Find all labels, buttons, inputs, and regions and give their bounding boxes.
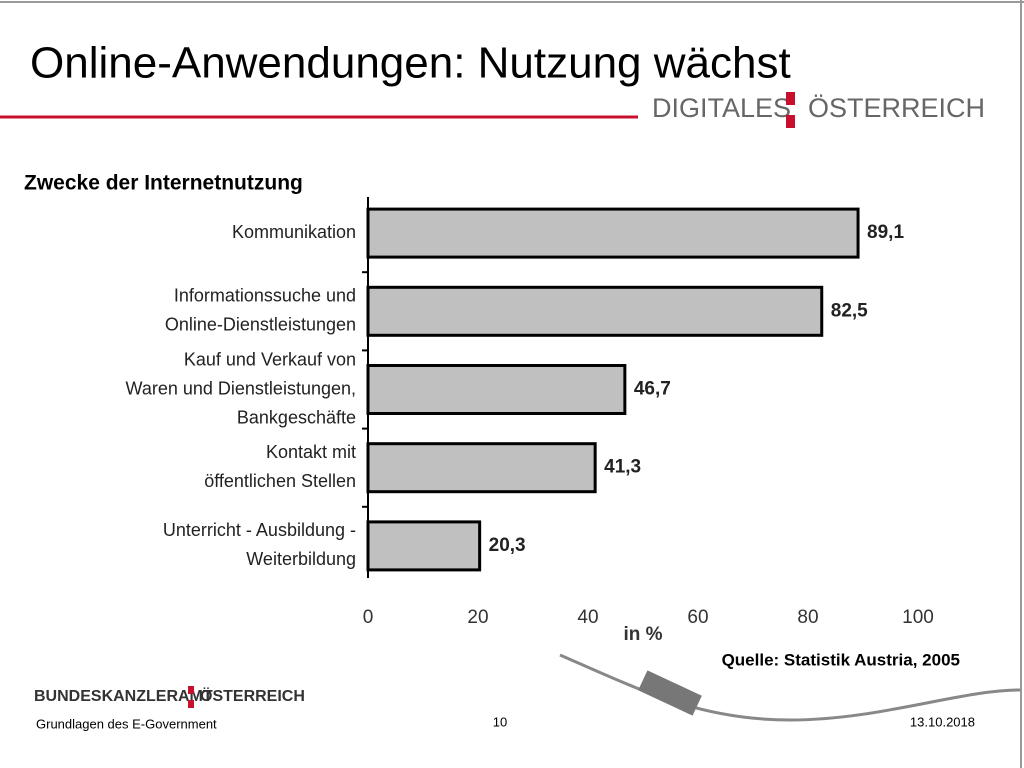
value-label: 82,5 [831,300,868,321]
y-tick-label: Waren und Dienstleistungen, [126,378,356,398]
chart-subtitle: Zwecke der Internetnutzung [24,172,303,195]
org-text: ÖSTERREICH [200,686,305,705]
logo-text: ÖSTERREICH [808,93,985,123]
x-tick-label: 80 [797,607,818,628]
y-tick-label: Online-Dienstleistungen [165,315,356,335]
y-tick-label: Informationssuche und [174,286,356,306]
bar [366,442,597,494]
cable-decoration [559,653,1021,722]
value-label: 41,3 [604,457,641,478]
x-axis-label: in % [623,624,662,645]
bar [366,520,482,572]
y-tick-label: öffentlichen Stellen [204,471,356,491]
logo-mark [786,115,795,128]
bar [366,364,627,415]
y-tick-label: Unterricht - Ausbildung - [163,520,356,540]
org-mark [188,700,194,708]
bar [366,207,860,259]
value-label: 46,7 [634,379,671,400]
page-number: 10 [493,714,507,729]
footer-left: Grundlagen des E-Government [36,716,217,731]
org-mark [188,686,194,694]
y-tick-label: Weiterbildung [246,549,356,569]
x-tick-label: 100 [902,607,934,628]
source: Quelle: Statistik Austria, 2005 [722,650,960,669]
plot: 0 20 40 60 80 100 Kommunikation 89,1 Information… [126,197,934,628]
bar [366,285,824,337]
y-tick-label: Kauf und Verkauf von [184,349,356,369]
x-tick-label: 20 [467,607,488,628]
y-tick-label: Kommunikation [232,222,356,242]
org-text: BUNDESKANZLERAMT [34,688,213,705]
slide-title: Online-Anwendungen: Nutzung wächst [30,39,791,88]
footer-date: 13.10.2018 [910,714,975,729]
value-label: 89,1 [867,222,904,243]
x-tick-label: 0 [363,607,374,628]
y-tick-label: Kontakt mit [266,442,356,462]
plug-decoration [638,670,702,716]
x-tick-label: 60 [687,607,708,628]
x-tick-label: 40 [577,607,598,628]
y-tick-label: Bankgeschäfte [237,407,356,427]
logo-mark [786,92,795,105]
value-label: 20,3 [489,535,526,556]
logo-text: DIGITALES [652,93,791,123]
